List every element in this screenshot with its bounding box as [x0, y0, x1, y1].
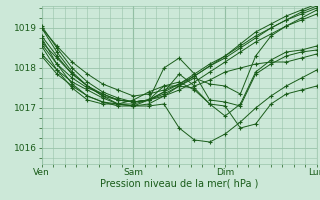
- X-axis label: Pression niveau de la mer( hPa ): Pression niveau de la mer( hPa ): [100, 179, 258, 189]
